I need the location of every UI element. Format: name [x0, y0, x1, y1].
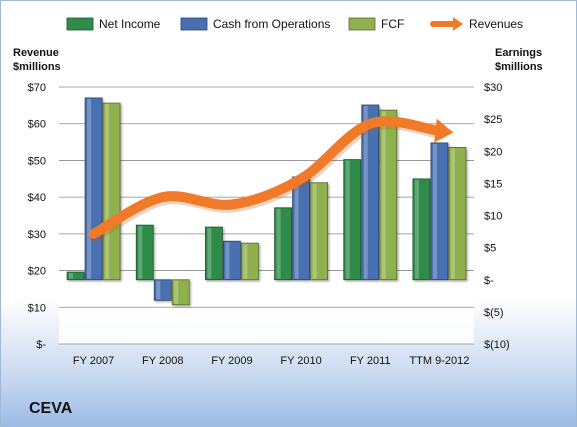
legend-swatch-fcf: [348, 17, 376, 31]
left-tick-label: $20: [28, 266, 46, 278]
bar-highlight: [312, 183, 317, 279]
bar-net-income: [205, 226, 223, 281]
left-tick-label: $-: [36, 339, 46, 351]
bar-highlight: [294, 177, 299, 279]
revenue-line-path: [88, 116, 446, 239]
bar-highlight: [87, 98, 92, 279]
legend-label: Revenues: [469, 17, 523, 31]
bar-highlight: [432, 143, 437, 279]
right-tick-label: $(10): [484, 339, 510, 351]
bar-highlight: [207, 228, 212, 279]
left-tick-label: $50: [28, 155, 46, 167]
left-tick-label: $60: [28, 119, 46, 131]
legend: Net Income Cash from Operations FCF Revenue…: [66, 17, 523, 31]
bar-net-income: [274, 207, 292, 281]
bar-cash-from-operations: [430, 142, 449, 281]
legend-arrow-revenues: [453, 17, 463, 31]
bar-net-income: [135, 224, 154, 281]
left-axis-title-line1: Revenue: [13, 47, 59, 59]
bar-fcf: [448, 146, 467, 281]
right-tick-label: $10: [484, 211, 502, 223]
bar-fcf: [379, 109, 398, 281]
bar-highlight: [345, 160, 350, 279]
left-tick-label: $10: [28, 302, 46, 314]
right-axis-title-line1: Earnings: [495, 47, 542, 59]
right-tick-label: $-: [484, 275, 494, 287]
bar-fcf: [241, 242, 259, 281]
bar-highlight: [381, 111, 386, 279]
bars: [66, 97, 467, 306]
right-tick-label: $5: [484, 243, 496, 255]
axes: $- $10 $20 $30 $40 $50 $60 $70 $(10) $(5) $- $5 $10 $…: [28, 82, 510, 367]
bar-highlight: [225, 242, 230, 279]
bar-highlight: [156, 280, 161, 300]
right-tick-label: $20: [484, 146, 502, 158]
legend-swatch-net-income: [66, 17, 94, 31]
right-tick-label: $25: [484, 114, 502, 126]
bar-fcf: [171, 279, 190, 306]
right-tick-label: $15: [484, 178, 502, 190]
revenue-arrowhead: [434, 118, 454, 143]
bar-net-income: [412, 178, 431, 281]
bar-highlight: [363, 105, 368, 279]
right-tick-label: $(5): [484, 307, 504, 319]
legend-swatch-cash-from-operations: [180, 17, 208, 31]
legend-label: Net Income: [99, 17, 161, 31]
left-tick-label: $70: [28, 82, 46, 94]
bar-net-income: [66, 271, 85, 281]
right-axis-title-line2: $millions: [495, 61, 543, 73]
bar-net-income: [343, 159, 362, 281]
bar-highlight: [414, 179, 419, 279]
bar-highlight: [276, 208, 281, 279]
x-tick-label: FY 2011: [350, 355, 391, 367]
bar-fcf: [310, 182, 328, 281]
bar-cash-from-operations: [223, 240, 241, 281]
bar-fcf: [102, 102, 121, 281]
x-tick-label: FY 2008: [142, 355, 183, 367]
left-axis-title-line2: $millions: [13, 61, 61, 73]
bar-highlight: [105, 104, 110, 279]
bar-highlight: [450, 148, 455, 279]
right-tick-label: $30: [484, 82, 502, 94]
bar-cash-from-operations: [361, 104, 380, 281]
x-tick-label: TTM 9-2012: [409, 355, 469, 367]
bar-highlight: [174, 280, 179, 304]
x-tick-label: FY 2007: [73, 355, 114, 367]
bar-highlight: [243, 244, 248, 279]
legend-label: FCF: [381, 17, 404, 31]
bar-highlight: [69, 273, 74, 279]
x-tick-label: FY 2009: [211, 355, 252, 367]
revenue-line: [88, 116, 454, 242]
legend-label: Cash from Operations: [213, 17, 330, 31]
bar-highlight: [138, 226, 143, 279]
company-label: CEVA: [29, 400, 73, 417]
left-tick-label: $30: [28, 229, 46, 241]
bar-cash-from-operations: [153, 279, 172, 301]
left-tick-label: $40: [28, 192, 46, 204]
x-tick-label: FY 2010: [280, 355, 321, 367]
